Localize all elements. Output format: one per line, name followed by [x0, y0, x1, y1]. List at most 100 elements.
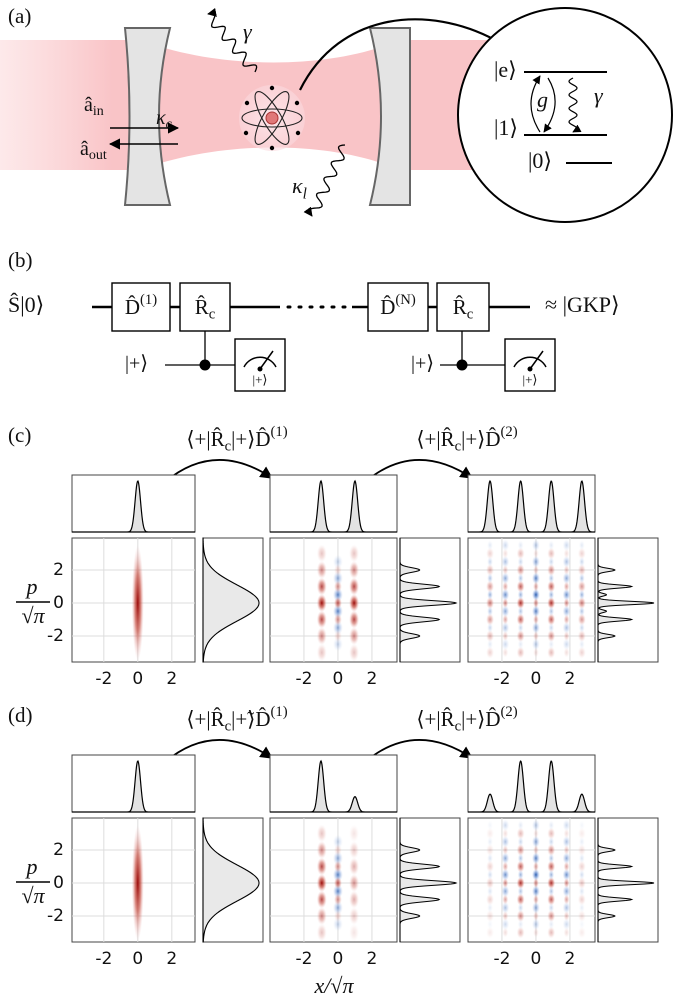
- measurement-label: |+⟩: [252, 372, 267, 387]
- inset-circle: [457, 7, 673, 223]
- wigner-blob: [333, 580, 342, 593]
- wigner-blob: [316, 890, 327, 909]
- wigner-blob: [349, 610, 360, 629]
- y-axis-label: p: [25, 574, 38, 599]
- meter-needle: [259, 350, 274, 370]
- wigner-blob: [501, 539, 510, 552]
- x-tick-label: 2: [565, 949, 576, 969]
- wigner-blob: [548, 622, 555, 633]
- wigner-blob: [316, 907, 327, 925]
- marginal-curve: [202, 817, 260, 943]
- wigner-blob: [516, 597, 525, 609]
- wigner-blob: [578, 919, 585, 930]
- wigner-blob: [316, 874, 327, 892]
- wigner-blob: [577, 613, 586, 626]
- wigner-blob: [531, 605, 540, 618]
- x-tick-label: 0: [531, 949, 542, 969]
- scattered-photon: [303, 144, 346, 217]
- wigner-blob: [547, 844, 556, 856]
- wigner-blob: [349, 561, 360, 579]
- electron: [269, 85, 275, 91]
- atom-orbit: [254, 91, 290, 145]
- y-tick-label: 2: [53, 840, 64, 860]
- wigner-blob: [517, 589, 524, 600]
- superscript: (1): [140, 292, 157, 308]
- wigner-blob: [517, 573, 524, 584]
- wigner-blob: [562, 572, 571, 585]
- wigner-blob: [332, 834, 343, 849]
- wigner-blob: [517, 606, 524, 617]
- wigner-blob: [349, 923, 360, 942]
- wigner-blob: [332, 851, 343, 866]
- wigner-blob: [501, 852, 510, 865]
- text-part: D̂: [380, 295, 395, 319]
- wigner-blob: [487, 902, 494, 913]
- wigner-blob: [332, 604, 343, 619]
- wigner-blob: [562, 605, 571, 618]
- wigner-blob: [548, 886, 555, 897]
- wigner-blob: [578, 606, 585, 617]
- wigner-blob: [516, 630, 525, 642]
- text-part: ⟨+|R̂: [416, 427, 454, 451]
- wigner-blob: [333, 877, 342, 889]
- wigner-blob: [548, 836, 555, 847]
- wigner-blob: [577, 580, 586, 593]
- wigner-blob: [577, 860, 586, 873]
- x-tick-label: -2: [493, 949, 510, 969]
- gate-box: [179, 282, 231, 332]
- wigner-blob: [578, 820, 585, 831]
- wigner-blob: [333, 893, 342, 906]
- wigner-blob: [502, 647, 509, 658]
- wigner-blob: [502, 894, 509, 905]
- wigner-blob: [531, 918, 540, 931]
- text-part: R̂: [453, 295, 467, 319]
- marginal-curve: [468, 479, 595, 533]
- wigner-blob: [332, 571, 343, 586]
- wigner-blob: [548, 556, 555, 567]
- meter-arc: [243, 356, 277, 368]
- wigner-blob: [532, 631, 539, 641]
- wigner-blob: [502, 828, 509, 839]
- marginal-curve: [399, 538, 458, 662]
- wigner-blob: [517, 902, 524, 913]
- wigner-blob: [548, 902, 555, 913]
- wigner-blob: [562, 638, 571, 651]
- wigner-blob: [349, 577, 360, 596]
- wigner-blob: [501, 901, 510, 914]
- x-tick-label: 2: [367, 949, 378, 969]
- wigner-blob: [563, 845, 570, 855]
- wigner-blob: [563, 911, 570, 921]
- text-part: |+⟩D̂: [231, 427, 270, 451]
- wigner-blob: [562, 852, 571, 865]
- emitted-photon: [207, 7, 258, 73]
- text-part: |+̃⟩D̂: [231, 707, 270, 731]
- wigner-blob: [578, 556, 585, 567]
- superscript: (2): [501, 424, 518, 440]
- wigner-blob: [501, 555, 510, 568]
- panel-label: (b): [8, 248, 33, 272]
- mirror-loss-label: κc: [156, 107, 173, 133]
- wigner-blob: [502, 927, 509, 938]
- wigner-blob: [516, 580, 525, 593]
- wigner-blob: [502, 614, 509, 625]
- wigner-blob: [333, 597, 342, 609]
- wigner-blob: [532, 894, 539, 905]
- wigner-blob: [349, 841, 360, 859]
- measurement-box: [504, 338, 556, 392]
- text-part: ⟨+|R̂: [416, 707, 454, 731]
- wigner-blob: [577, 910, 586, 922]
- wigner-blob: [532, 927, 539, 938]
- wigner-blob: [332, 884, 343, 899]
- wigner-blob: [487, 540, 494, 551]
- x-tick-label: -2: [493, 669, 510, 689]
- wigner-blob: [502, 861, 509, 872]
- wigner-blob: [547, 613, 556, 626]
- x-tick-label: 0: [333, 669, 344, 689]
- wigner-blob: [548, 540, 555, 551]
- wigner-blob: [547, 547, 556, 560]
- wigner-blob: [131, 825, 144, 941]
- wigner-blob: [532, 845, 539, 855]
- coupling-label: g: [537, 87, 548, 112]
- wigner-blob: [577, 893, 586, 906]
